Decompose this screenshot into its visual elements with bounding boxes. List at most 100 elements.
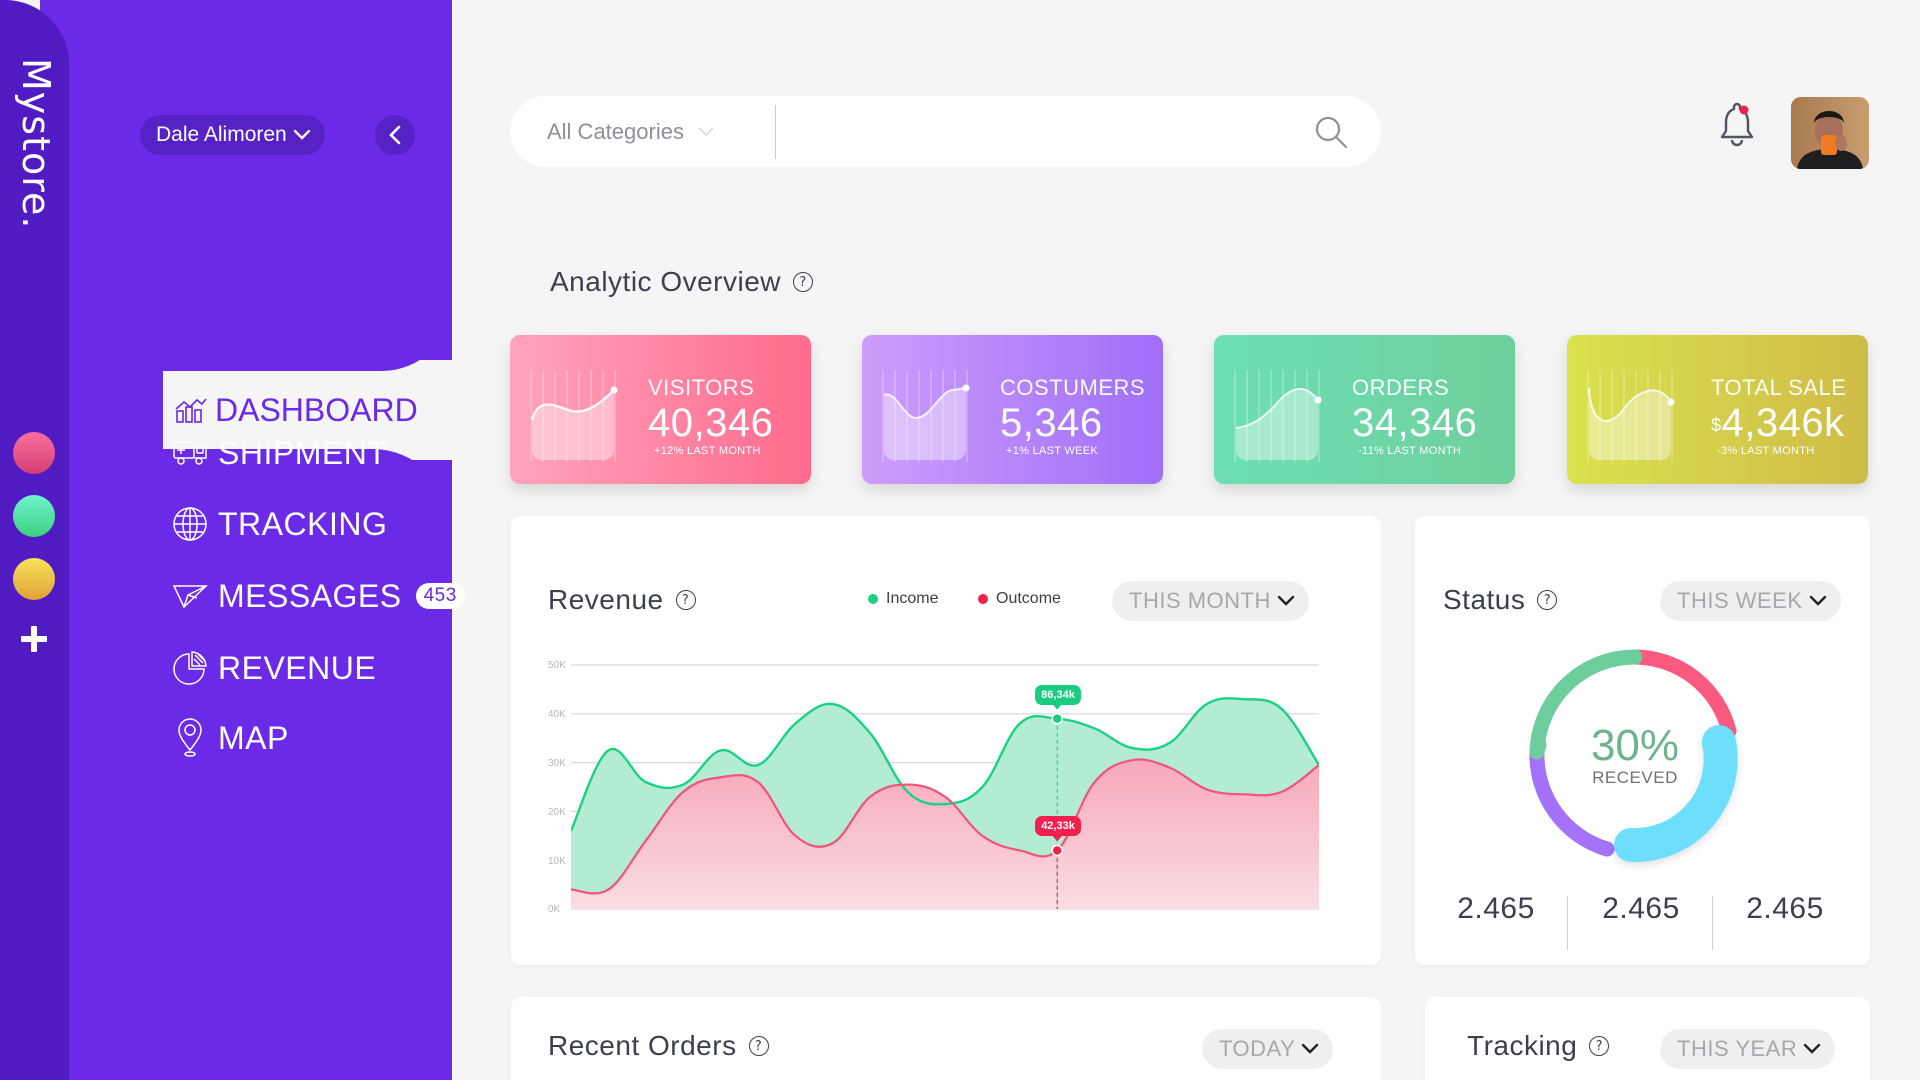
sidebar-item-dashboard[interactable]: DASHBOARD [163, 371, 463, 449]
outcome-area [571, 759, 1319, 909]
search-input[interactable] [776, 96, 1301, 167]
search-divider [775, 104, 776, 159]
brand-logo: Mystore. [14, 58, 58, 230]
stat-label: ORDERS [1352, 375, 1450, 400]
sparkline-icon [530, 370, 618, 462]
y-tick: 10K [548, 856, 566, 867]
sidebar-item-messages[interactable]: MESSAGES 453 [172, 571, 465, 621]
help-icon[interactable]: ? [675, 590, 696, 610]
income-tooltip: 86,34k [1035, 684, 1081, 705]
card-title-text: Status [1443, 584, 1526, 615]
sidebar-item-label: SHIPMENT [218, 434, 388, 471]
sidebar-item-label: MAP [218, 719, 289, 756]
status-divider [1567, 896, 1568, 950]
help-icon[interactable]: ? [1589, 1036, 1610, 1056]
search-icon [1315, 116, 1348, 148]
y-tick: 20K [548, 807, 566, 818]
workspace-pink[interactable] [13, 432, 55, 474]
stat-card-total-sale[interactable]: TOTAL SALE $4,346k -3% LAST MONTH [1567, 335, 1868, 484]
user-avatar[interactable] [1791, 97, 1869, 169]
stat-value: 5,346 [1000, 401, 1103, 445]
sidebar-item-revenue[interactable]: REVENUE [172, 643, 376, 693]
stat-label: TOTAL SALE [1711, 375, 1847, 400]
chevron-down-icon [293, 129, 310, 140]
sidebar-item-label: REVENUE [218, 649, 377, 686]
category-select[interactable]: All Categories [510, 96, 775, 167]
chevron-down-icon [1809, 595, 1826, 606]
legend-income[interactable]: Income [868, 590, 938, 608]
period-label: THIS YEAR [1677, 1036, 1798, 1061]
bar-chart-icon [175, 398, 207, 423]
status-value: 2.465 [1457, 892, 1535, 925]
workspace-strip [0, 0, 69, 1080]
pie-chart-icon [173, 651, 207, 685]
donut-slice-green [1529, 649, 1643, 760]
revenue-chart[interactable] [571, 640, 1319, 920]
chevron-down-icon [1302, 1043, 1319, 1054]
donut-caption: RECEVED [1592, 768, 1678, 787]
stat-value: 34,346 [1352, 401, 1478, 445]
currency-symbol: $ [1711, 415, 1722, 435]
stat-value: 4,346k [1721, 401, 1845, 445]
recent-orders-period-select[interactable]: TODAY [1202, 1029, 1334, 1069]
paper-plane-icon [172, 585, 208, 609]
status-period-select[interactable]: THIS WEEK [1660, 581, 1841, 621]
card-title-text: Revenue [548, 584, 664, 615]
ambulance-truck-icon [173, 441, 207, 465]
stat-card-orders[interactable]: ORDERS 34,346 -11% LAST MONTH [1214, 335, 1515, 484]
chart-annotations [1051, 703, 1063, 909]
map-pin-icon [178, 718, 202, 757]
sidebar-item-tracking[interactable]: TRACKING [172, 499, 387, 549]
donut-slice-purple [1529, 744, 1615, 857]
section-title-text: Analytic Overview [550, 266, 782, 297]
outcome-tooltip: 42,33k [1035, 816, 1081, 837]
tracking-period-select[interactable]: THIS YEAR [1660, 1029, 1836, 1069]
messages-count-badge: 453 [415, 583, 465, 609]
sidebar-item-shipment[interactable]: SHIPMENT [172, 428, 387, 478]
donut-slice-cyan [1614, 725, 1738, 863]
sidebar-item-label: DASHBOARD [215, 391, 418, 428]
sidebar-item-map[interactable]: MAP [172, 713, 289, 763]
income-line [571, 697, 1319, 832]
status-value: 2.465 [1602, 892, 1680, 925]
help-icon[interactable]: ? [793, 272, 814, 292]
revenue-period-select[interactable]: THIS MONTH [1112, 581, 1309, 621]
legend-label: Outcome [996, 590, 1061, 607]
period-label: THIS MONTH [1129, 588, 1271, 613]
search-button[interactable] [1301, 102, 1361, 162]
donut-slice-pink [1627, 649, 1737, 739]
legend-outcome[interactable]: Outcome [978, 590, 1061, 608]
period-label: TODAY [1219, 1036, 1296, 1061]
legend-label: Income [886, 590, 939, 607]
y-tick: 30K [548, 758, 566, 769]
collapse-sidebar-button[interactable] [375, 115, 415, 155]
stat-change: +1% LAST WEEK [1006, 445, 1099, 457]
chevron-down-icon [1804, 1043, 1821, 1054]
help-icon[interactable]: ? [1537, 590, 1558, 610]
user-name: Dale Alimoren [156, 123, 287, 146]
sparkline-icon [882, 370, 970, 462]
stat-card-costumers[interactable]: COSTUMERS 5,346 +1% LAST WEEK [862, 335, 1163, 484]
workspace-green[interactable] [13, 495, 55, 537]
donut-percent: 30% [1591, 721, 1679, 770]
notifications-button[interactable] [1717, 100, 1757, 148]
chevron-down-icon [1277, 595, 1295, 606]
status-donut-chart[interactable]: 30% RECEVED [1515, 635, 1755, 875]
y-tick: 0K [548, 904, 561, 915]
search-bar: All Categories [510, 96, 1381, 167]
sparkline-icon [1234, 370, 1322, 462]
chevron-left-icon [389, 125, 401, 145]
workspace-yellow[interactable] [13, 558, 55, 600]
sidebar-panel-top [40, 0, 452, 371]
sidebar-panel-bottom [40, 449, 452, 1080]
user-menu-button[interactable]: Dale Alimoren [140, 115, 325, 155]
help-icon[interactable]: ? [748, 1036, 769, 1056]
outcome-line [571, 758, 1319, 895]
stat-value: 40,346 [648, 401, 774, 445]
category-select-value: All Categories [547, 118, 684, 144]
stat-card-visitors[interactable]: VISITORS 40,346 +12% LAST MONTH [510, 335, 811, 484]
card-title-text: Recent Orders [548, 1030, 737, 1061]
add-workspace-icon[interactable] [21, 626, 47, 652]
stat-change: -3% LAST MONTH [1717, 445, 1815, 457]
sidebar-item-label: TRACKING [218, 505, 388, 542]
